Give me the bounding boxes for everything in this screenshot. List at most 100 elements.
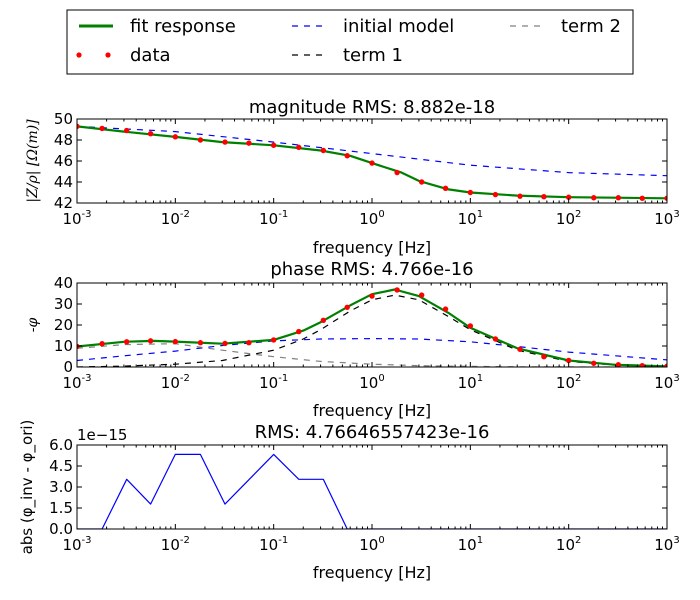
- phase-xtick-base-2: 10: [259, 374, 278, 392]
- phase-data-point-6: [222, 340, 228, 347]
- phase-plot-area: [77, 287, 667, 367]
- phase-data-point-12: [369, 293, 375, 299]
- magnitude-data-point-23: [639, 195, 645, 201]
- magnitude-data-point-15: [442, 185, 449, 191]
- magnitude-data-point-4: [172, 134, 179, 140]
- magnitude-xtick-label-2: 10-1: [259, 209, 288, 228]
- magnitude-data-point-3: [147, 131, 154, 137]
- difference-ytick-label-2: 3.0: [49, 478, 73, 496]
- magnitude-xtick-exponent-2: -1: [278, 209, 288, 220]
- phase-data-point-10: [320, 317, 327, 324]
- magnitude-data-point-16: [467, 189, 474, 196]
- magnitude-xtick-label-5: 102: [556, 209, 581, 228]
- magnitude-data-point-14: [418, 179, 425, 185]
- magnitude-xtick-base-0: 10: [62, 210, 81, 228]
- magnitude-plot-area: [77, 123, 667, 201]
- phase-y-axis-label: -φ: [25, 318, 41, 333]
- magnitude-data-point-22: [615, 195, 622, 201]
- phase-data-point-1: [99, 340, 105, 347]
- difference-xtick-exponent-4: 1: [477, 535, 483, 546]
- difference-xtick-base-4: 10: [458, 536, 477, 554]
- magnitude-x-ticks: 10-3 10-2 10-1 100 101 102 103: [62, 119, 680, 228]
- magnitude-data-point-0: [77, 123, 80, 130]
- phase-xtick-exponent-2: -1: [278, 373, 288, 384]
- phase-xtick-label-3: 100: [359, 373, 384, 392]
- magnitude-data-point-24: [664, 195, 667, 201]
- magnitude-data-point-6: [222, 139, 228, 145]
- phase-ytick-label-3: 30: [54, 295, 73, 313]
- phase-xtick-base-6: 10: [654, 374, 673, 392]
- magnitude-xtick-exponent-1: -2: [180, 209, 190, 220]
- magnitude-xtick-label-6: 103: [654, 209, 679, 228]
- difference-x-ticks: 10-3 10-2 10-1 100 101 102 103: [62, 445, 680, 554]
- phase-data-point-5: [197, 340, 204, 346]
- difference-xtick-label-5: 102: [556, 535, 581, 554]
- magnitude-xtick-exponent-6: 3: [673, 209, 679, 220]
- phase-xtick-base-1: 10: [161, 374, 180, 392]
- phase-xtick-exponent-3: 0: [378, 373, 384, 384]
- difference-xtick-base-0: 10: [62, 536, 81, 554]
- phase-xtick-base-5: 10: [556, 374, 575, 392]
- difference-xtick-label-6: 103: [654, 535, 679, 554]
- magnitude-y-axis-label: |Z/ρ| [Ω(m)]: [25, 119, 41, 203]
- phase-xtick-exponent-0: -3: [82, 373, 92, 384]
- magnitude-xtick-exponent-0: -3: [82, 209, 92, 220]
- magnitude-data-point-7: [246, 140, 252, 146]
- magnitude-data-point-10: [320, 147, 327, 154]
- phase-data-point-11: [344, 304, 350, 310]
- magnitude-ytick-label-1: 44: [54, 173, 73, 191]
- phase-x-axis-label: frequency [Hz]: [313, 401, 431, 420]
- difference-xtick-exponent-5: 2: [575, 535, 581, 546]
- magnitude-data-point-8: [270, 142, 277, 148]
- magnitude-xtick-base-6: 10: [654, 210, 673, 228]
- legend-handle-data-dot-1: [76, 52, 82, 58]
- magnitude-data-point-13: [394, 169, 400, 176]
- magnitude-data-point-19: [541, 194, 547, 200]
- legend: fit response data initial model term 1 t…: [66, 9, 634, 75]
- difference-plot-area: [77, 453, 667, 529]
- magnitude-xtick-label-0: 10-3: [62, 209, 91, 228]
- phase-series-initial-model: [77, 338, 667, 362]
- phase-ytick-label-4: 40: [54, 274, 73, 292]
- magnitude-ytick-label-0: 42: [54, 194, 73, 212]
- difference-ytick-label-0: 0.0: [49, 520, 73, 538]
- difference-xtick-label-4: 101: [458, 535, 483, 554]
- magnitude-xtick-exponent-5: 2: [575, 209, 581, 220]
- difference-xtick-exponent-3: 0: [378, 535, 384, 546]
- magnitude-xtick-exponent-4: 1: [477, 209, 483, 220]
- magnitude-data-point-18: [517, 193, 523, 199]
- phase-data-point-23: [639, 362, 645, 367]
- magnitude-data-point-17: [492, 191, 499, 198]
- difference-xtick-label-1: 10-2: [161, 535, 190, 554]
- magnitude-xtick-exponent-3: 0: [378, 209, 384, 220]
- legend-label-term1: term 1: [343, 45, 403, 66]
- difference-xtick-base-6: 10: [654, 536, 673, 554]
- difference-xtick-exponent-2: -1: [278, 535, 288, 546]
- phase-xtick-label-4: 101: [458, 373, 483, 392]
- magnitude-xtick-label-3: 100: [359, 209, 384, 228]
- difference-xtick-base-1: 10: [161, 536, 180, 554]
- magnitude-xtick-label-1: 10-2: [161, 209, 190, 228]
- phase-ytick-label-2: 20: [54, 316, 73, 334]
- difference-axes-frame: [76, 444, 668, 530]
- legend-label-initial: initial model: [343, 16, 454, 37]
- difference-ytick-label-1: 1.5: [49, 499, 73, 517]
- legend-handle-data-dot-2: [105, 52, 111, 58]
- phase-data-point-4: [172, 338, 179, 345]
- phase-xtick-label-1: 10-2: [161, 373, 190, 392]
- phase-ytick-label-1: 10: [54, 337, 73, 355]
- magnitude-x-axis-label: frequency [Hz]: [313, 238, 431, 257]
- magnitude-ytick-label-4: 50: [54, 110, 73, 128]
- phase-xtick-label-6: 103: [654, 373, 679, 392]
- phase-xtick-exponent-1: -2: [180, 373, 190, 384]
- phase-data-point-9: [296, 328, 302, 335]
- magnitude-data-point-2: [123, 127, 130, 134]
- difference-xtick-exponent-0: -3: [82, 535, 92, 546]
- magnitude-series-initial-model: [77, 125, 667, 177]
- phase-xtick-label-5: 102: [556, 373, 581, 392]
- magnitude-xtick-base-3: 10: [359, 210, 378, 228]
- phase-data-point-8: [270, 337, 277, 343]
